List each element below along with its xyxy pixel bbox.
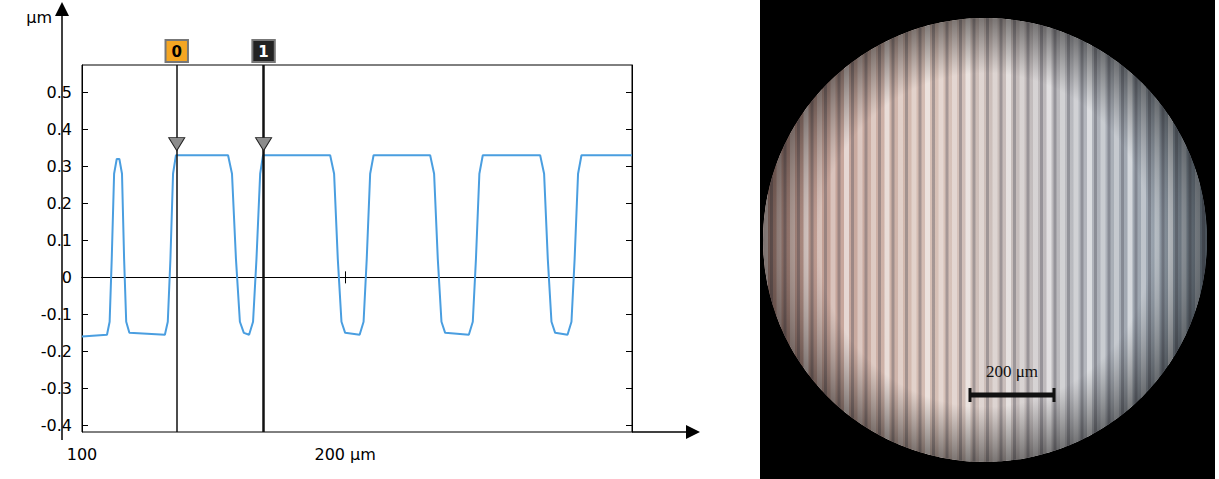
svg-text:0: 0: [62, 268, 72, 287]
svg-text:-0.4: -0.4: [41, 416, 72, 435]
svg-text:0.3: 0.3: [47, 157, 72, 176]
svg-text:μm: μm: [26, 8, 52, 27]
svg-text:0.4: 0.4: [47, 120, 72, 139]
svg-text:200 μm: 200 μm: [314, 445, 375, 464]
svg-text:-0.3: -0.3: [41, 379, 72, 398]
svg-text:200 μm: 200 μm: [986, 362, 1038, 381]
svg-text:0: 0: [172, 43, 182, 61]
svg-text:1: 1: [258, 43, 268, 61]
svg-text:0.1: 0.1: [47, 231, 72, 250]
svg-text:0.2: 0.2: [47, 194, 72, 213]
svg-text:0.5: 0.5: [47, 83, 72, 102]
svg-text:100: 100: [67, 445, 98, 464]
svg-text:-0.1: -0.1: [41, 305, 72, 324]
svg-text:-0.2: -0.2: [41, 342, 72, 361]
